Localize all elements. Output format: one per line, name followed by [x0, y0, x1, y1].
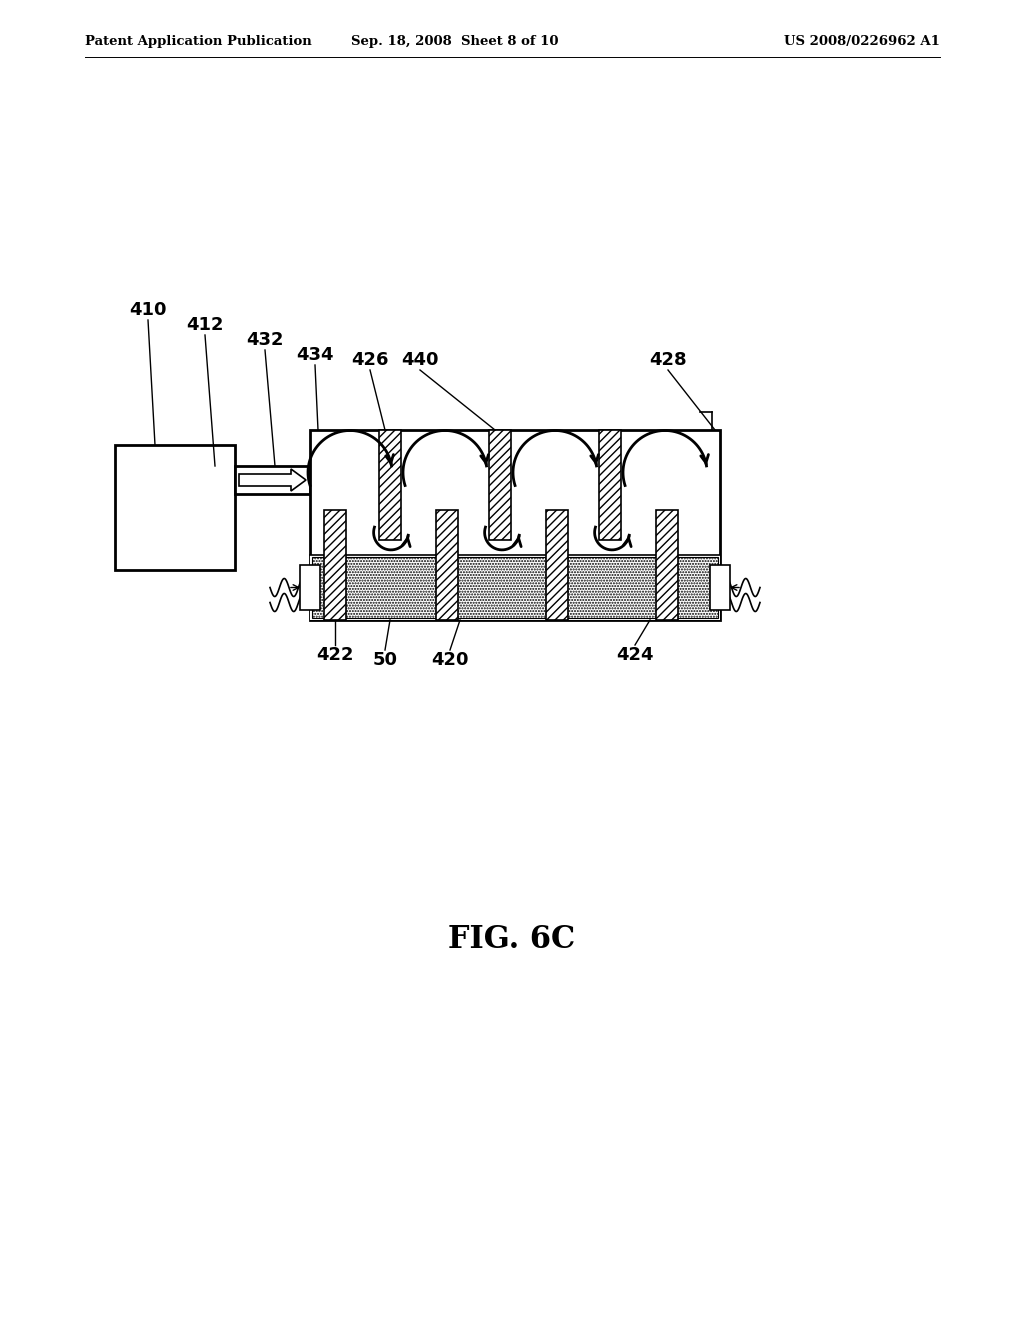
Text: 426: 426	[351, 351, 389, 370]
Bar	[324, 510, 346, 620]
Bar	[546, 510, 568, 620]
Text: Patent Application Publication: Patent Application Publication	[85, 36, 311, 49]
Bar	[312, 557, 718, 618]
Text: Sep. 18, 2008  Sheet 8 of 10: Sep. 18, 2008 Sheet 8 of 10	[351, 36, 559, 49]
Text: 428: 428	[649, 351, 687, 370]
Text: 50: 50	[373, 651, 397, 669]
Polygon shape	[239, 469, 306, 491]
Bar	[300, 565, 319, 610]
Text: US 2008/0226962 A1: US 2008/0226962 A1	[784, 36, 940, 49]
Bar	[379, 430, 401, 540]
Text: 434: 434	[296, 346, 334, 364]
Text: 440: 440	[401, 351, 438, 370]
Text: 420: 420	[431, 651, 469, 669]
Text: 432: 432	[246, 331, 284, 348]
Bar	[656, 510, 678, 620]
Bar	[710, 565, 730, 610]
Bar	[489, 430, 511, 540]
Bar	[599, 430, 621, 540]
Bar	[310, 554, 720, 620]
Bar	[436, 510, 458, 620]
Text: 424: 424	[616, 645, 653, 664]
Bar	[310, 430, 720, 620]
Text: 422: 422	[316, 645, 353, 664]
Bar	[115, 445, 234, 570]
Text: 410: 410	[129, 301, 167, 319]
Text: 412: 412	[186, 315, 224, 334]
Bar	[234, 466, 310, 494]
Text: FIG. 6C: FIG. 6C	[449, 924, 575, 956]
